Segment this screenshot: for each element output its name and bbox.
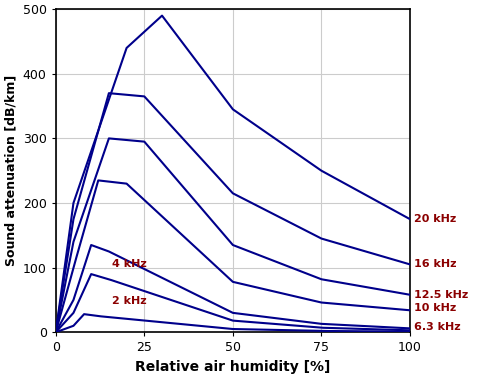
Text: 4 kHz: 4 kHz — [112, 259, 147, 270]
Text: 10 kHz: 10 kHz — [414, 303, 456, 313]
Y-axis label: Sound attenuation [dB/km]: Sound attenuation [dB/km] — [4, 75, 17, 266]
Text: 6.3 kHz: 6.3 kHz — [414, 322, 460, 332]
Text: 2 kHz: 2 kHz — [112, 296, 147, 306]
Text: 20 kHz: 20 kHz — [414, 214, 456, 224]
X-axis label: Relative air humidity [%]: Relative air humidity [%] — [135, 360, 330, 374]
Text: 16 kHz: 16 kHz — [414, 259, 456, 270]
Text: 12.5 kHz: 12.5 kHz — [414, 290, 468, 300]
